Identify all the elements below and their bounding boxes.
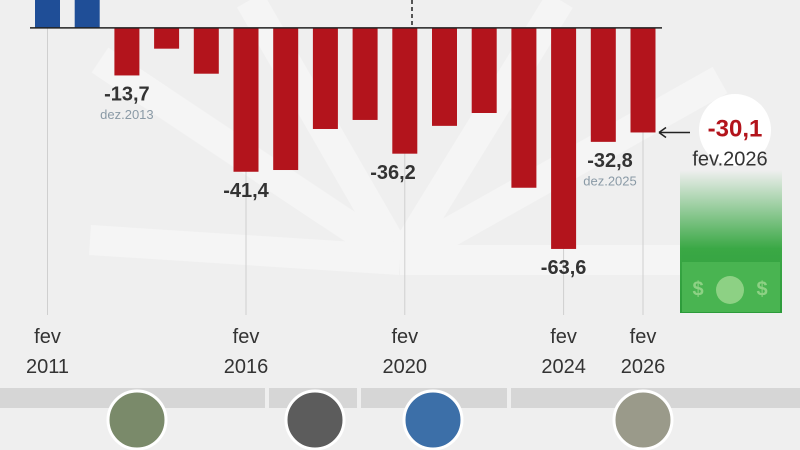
label-circle [699, 94, 771, 166]
background-rays [89, 0, 728, 275]
value-label: -63,6 [541, 257, 587, 279]
x-tick-label: fev 2026 [620, 326, 666, 378]
x-tick-label: fev 2020 [382, 326, 428, 378]
bar [154, 27, 180, 49]
value-label: -36,2 [370, 162, 416, 184]
bar [273, 27, 299, 171]
bar [392, 27, 418, 154]
money-graphic: $ $ [680, 170, 782, 313]
bar [114, 27, 140, 76]
bar [471, 27, 497, 113]
x-tick-label: fev 2024 [541, 326, 586, 378]
bar [630, 27, 656, 133]
note: dez.2025 [583, 173, 637, 188]
svg-text:$: $ [692, 278, 703, 300]
arrow-head [658, 126, 667, 139]
note: dez.2013 [100, 107, 154, 122]
bar [74, 0, 100, 28]
bar [35, 0, 60, 28]
bar [312, 27, 338, 129]
svg-text:$: $ [756, 278, 767, 300]
x-tick-label: fev 2016 [223, 326, 269, 378]
bar [590, 27, 616, 142]
value-label: -41,4 [223, 180, 269, 202]
value-label: -13,7 [104, 84, 150, 106]
bar [511, 27, 537, 188]
bar [233, 27, 259, 172]
bar [352, 27, 378, 120]
bar [432, 27, 457, 126]
bar [551, 27, 577, 249]
president-strip [0, 388, 800, 450]
bar [193, 27, 219, 74]
x-tick-label: fev 2011 [25, 326, 69, 378]
note: fev.2026 [692, 148, 767, 170]
value-label: -32,8 [587, 150, 633, 172]
value-label: -30,1 [708, 115, 763, 142]
